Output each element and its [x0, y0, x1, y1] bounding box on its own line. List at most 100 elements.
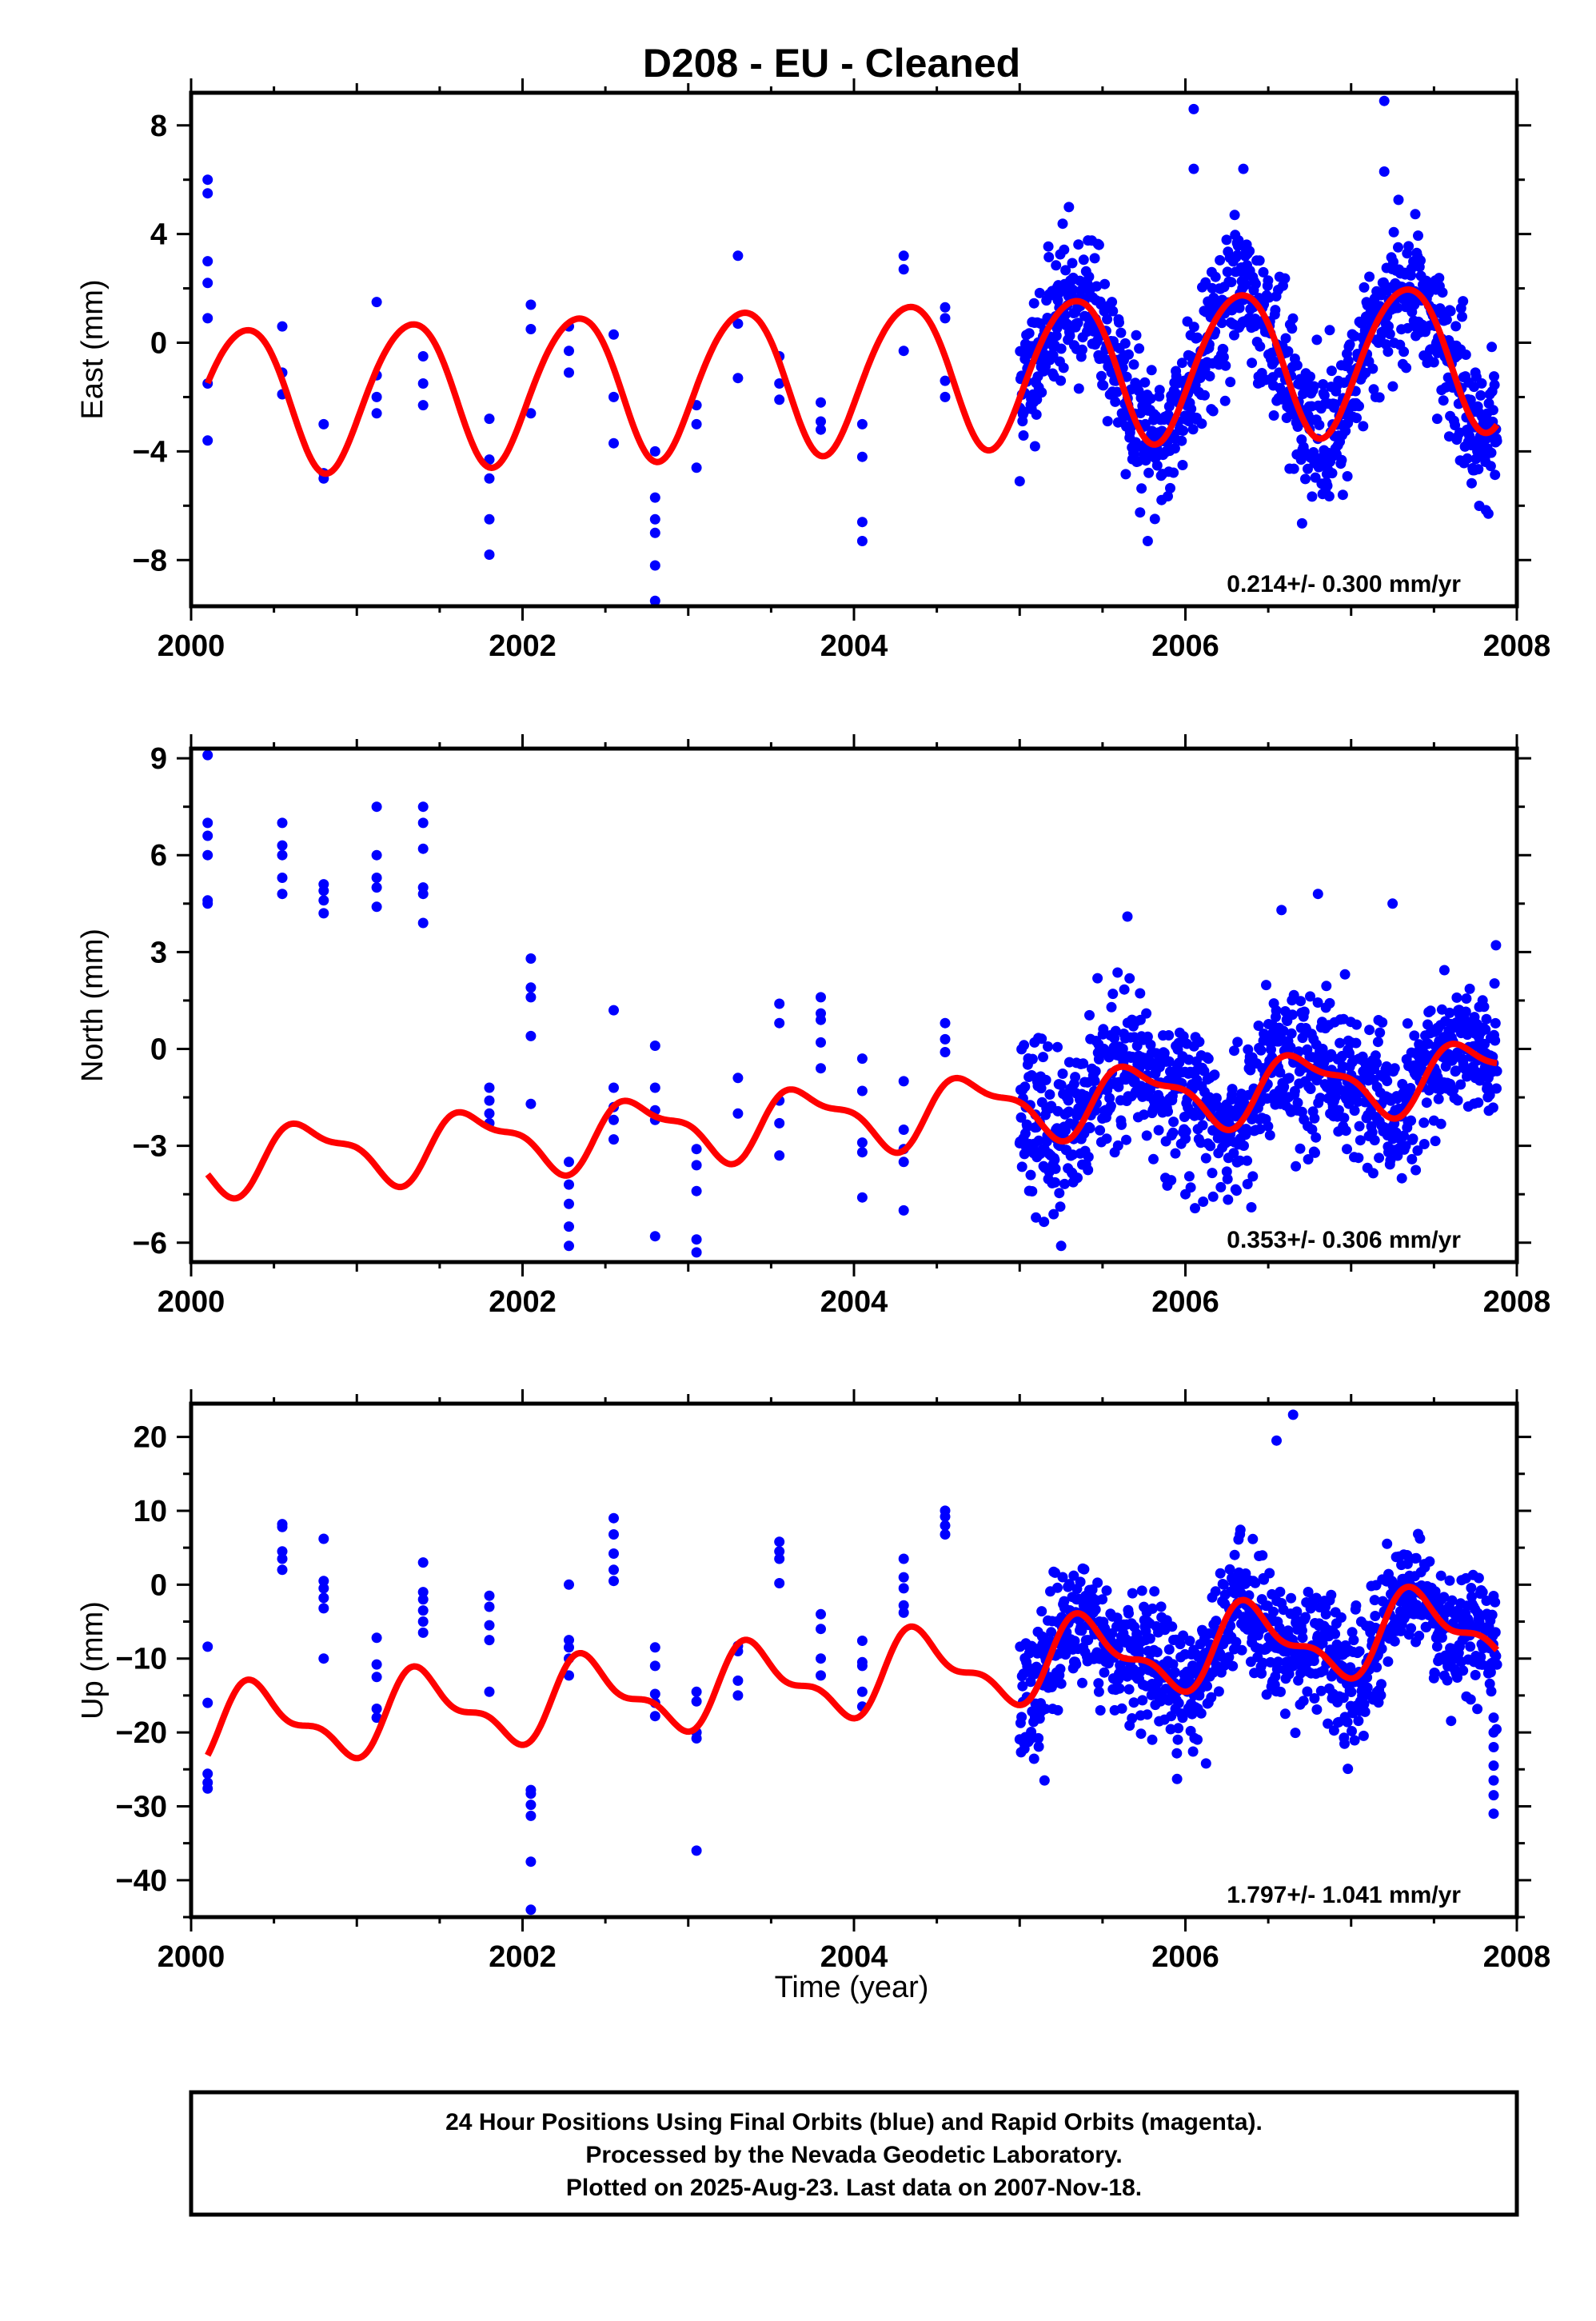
- caption-line-3: Plotted on 2025-Aug-23. Last data on 200…: [566, 2175, 1142, 2201]
- east-data-point: [1176, 435, 1187, 446]
- east-y-axis-label: East (mm): [76, 279, 110, 419]
- east-data-point: [1023, 328, 1035, 339]
- north-data-point: [1375, 1027, 1386, 1038]
- east-data-point: [774, 394, 785, 405]
- up-data-point: [1036, 1606, 1047, 1617]
- north-data-point: [1353, 1153, 1364, 1164]
- up-data-point: [1167, 1621, 1178, 1632]
- up-data-point: [691, 1696, 702, 1707]
- north-data-point: [608, 1005, 619, 1016]
- up-data-point: [1431, 1641, 1442, 1652]
- north-data-point: [1083, 1164, 1094, 1176]
- up-data-point: [856, 1636, 868, 1646]
- north-data-point: [1135, 988, 1146, 999]
- north-data-point: [277, 889, 288, 900]
- east-data-point: [202, 313, 213, 324]
- east-data-point: [1078, 254, 1089, 266]
- up-data-point: [1370, 1611, 1381, 1621]
- north-data-point: [277, 840, 288, 851]
- north-data-point: [484, 1095, 495, 1106]
- up-data-point: [1137, 1695, 1148, 1706]
- east-data-point: [898, 250, 909, 262]
- north-data-point: [1142, 1031, 1153, 1042]
- up-data-point: [371, 1672, 382, 1683]
- up-data-point: [1017, 1680, 1028, 1692]
- north-data-point: [1215, 1181, 1227, 1192]
- east-data-point: [1291, 360, 1303, 371]
- north-data-point: [1487, 1102, 1498, 1113]
- up-data-point: [1347, 1726, 1357, 1736]
- east-data-point: [484, 413, 495, 425]
- up-data-point: [1466, 1583, 1477, 1593]
- up-data-point: [1444, 1575, 1455, 1586]
- north-data-point: [856, 1137, 868, 1149]
- east-data-point: [1188, 103, 1199, 114]
- north-data-point: [1396, 1172, 1407, 1184]
- up-data-point: [1290, 1728, 1301, 1739]
- north-data-point: [1199, 1065, 1210, 1077]
- north-data-point: [1482, 1081, 1493, 1092]
- north-data-point: [1163, 1056, 1175, 1067]
- east-data-point: [564, 367, 574, 378]
- up-data-point: [691, 1686, 702, 1697]
- east-data-point: [1383, 321, 1394, 332]
- north-data-point: [564, 1240, 574, 1252]
- up-data-point: [318, 1603, 329, 1614]
- north-data-point: [1019, 1040, 1030, 1051]
- east-data-point: [1238, 163, 1249, 174]
- east-data-point: [1327, 468, 1338, 479]
- up-data-point: [732, 1675, 744, 1686]
- east-data-point: [1410, 209, 1421, 220]
- up-data-point: [1215, 1568, 1226, 1579]
- up-data-point: [1465, 1641, 1476, 1652]
- east-data-point: [1415, 255, 1426, 266]
- up-data-point: [1099, 1667, 1110, 1678]
- up-data-point: [1287, 1409, 1299, 1420]
- up-data-point: [691, 1845, 702, 1856]
- east-data-point: [1139, 377, 1151, 388]
- up-data-point: [1442, 1675, 1453, 1686]
- north-data-point: [1276, 905, 1287, 916]
- east-data-point: [1192, 332, 1203, 343]
- north-data-point: [202, 749, 213, 761]
- up-data-point: [1320, 1608, 1331, 1620]
- up-data-point: [1127, 1588, 1138, 1599]
- east-y-tick-label: 4: [150, 218, 167, 252]
- east-data-point: [202, 278, 213, 289]
- up-data-point: [1135, 1666, 1146, 1677]
- up-data-point: [417, 1627, 429, 1638]
- north-data-point: [1067, 1149, 1079, 1160]
- east-data-point: [1482, 508, 1494, 519]
- up-data-point: [1371, 1662, 1383, 1673]
- east-data-point: [856, 536, 868, 546]
- east-data-point: [1379, 166, 1390, 177]
- up-data-point: [318, 1576, 329, 1587]
- east-data-point: [1145, 393, 1156, 404]
- north-data-point: [1098, 1024, 1109, 1035]
- north-data-point: [1367, 1127, 1378, 1138]
- up-data-point: [1077, 1677, 1087, 1688]
- east-data-point: [1107, 306, 1119, 317]
- up-data-point: [1247, 1533, 1259, 1544]
- north-data-point: [1340, 1125, 1351, 1137]
- north-data-point: [1198, 1196, 1209, 1207]
- north-data-point: [1049, 1154, 1060, 1165]
- east-data-point: [1134, 343, 1145, 354]
- east-data-point: [1398, 346, 1410, 358]
- north-data-point: [691, 1247, 702, 1258]
- east-data-point: [1229, 210, 1240, 221]
- east-data-point: [525, 299, 537, 310]
- north-data-point: [1231, 1185, 1242, 1196]
- east-data-point: [1392, 302, 1403, 314]
- east-data-point: [1343, 355, 1354, 366]
- up-y-tick-label: 10: [134, 1495, 167, 1528]
- north-data-point: [1275, 1067, 1286, 1078]
- up-data-point: [1163, 1644, 1175, 1655]
- east-data-point: [1210, 271, 1221, 282]
- north-data-point: [1330, 1092, 1341, 1103]
- north-data-point: [1481, 1013, 1492, 1025]
- north-data-point: [1305, 991, 1315, 1002]
- up-data-point: [1317, 1638, 1328, 1648]
- up-data-point: [1115, 1664, 1127, 1675]
- north-data-point: [1400, 1141, 1411, 1152]
